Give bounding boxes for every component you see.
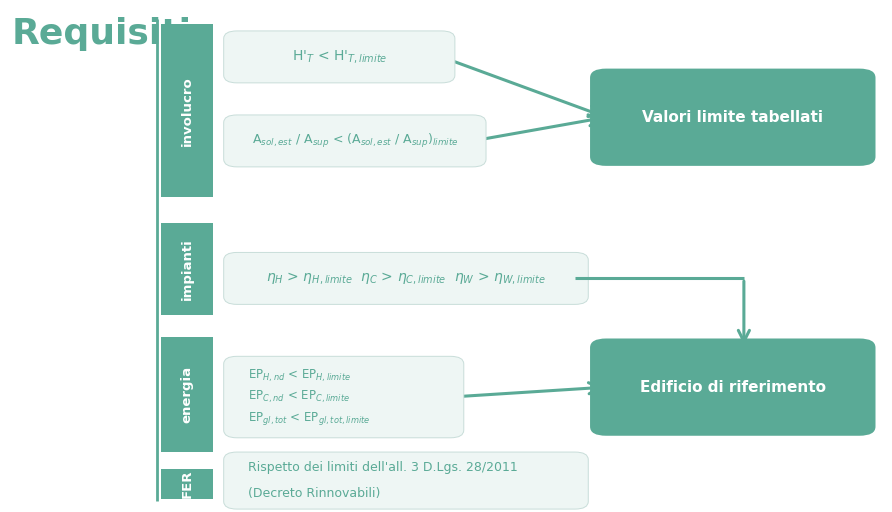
FancyBboxPatch shape xyxy=(590,338,875,436)
Text: FER: FER xyxy=(181,470,194,498)
FancyBboxPatch shape xyxy=(224,115,486,167)
FancyBboxPatch shape xyxy=(161,223,213,314)
Text: energia: energia xyxy=(181,366,194,423)
Text: A$_{sol,est}$ / A$_{sup}$ < (A$_{sol,est}$ / A$_{sup}$)$_{limite}$: A$_{sol,est}$ / A$_{sup}$ < (A$_{sol,est… xyxy=(252,132,458,150)
FancyBboxPatch shape xyxy=(161,469,213,499)
FancyBboxPatch shape xyxy=(161,24,213,198)
Text: involucro: involucro xyxy=(181,76,194,146)
Text: Edificio di riferimento: Edificio di riferimento xyxy=(640,379,826,395)
Text: impianti: impianti xyxy=(181,238,194,300)
FancyBboxPatch shape xyxy=(590,69,875,166)
Text: EP$_{gl, tot}$ < EP$_{gl,tot, limite}$: EP$_{gl, tot}$ < EP$_{gl,tot, limite}$ xyxy=(248,410,370,426)
Text: EP$_{C,nd}$ < EP$_{C,limite}$: EP$_{C,nd}$ < EP$_{C,limite}$ xyxy=(248,389,350,406)
FancyBboxPatch shape xyxy=(224,252,589,304)
Text: Rispetto dei limiti dell'all. 3 D.Lgs. 28/2011: Rispetto dei limiti dell'all. 3 D.Lgs. 2… xyxy=(248,461,517,474)
FancyBboxPatch shape xyxy=(224,452,589,509)
FancyBboxPatch shape xyxy=(224,356,464,438)
Text: EP$_{H,nd}$ < EP$_{H,limite}$: EP$_{H,nd}$ < EP$_{H,limite}$ xyxy=(248,368,351,384)
FancyBboxPatch shape xyxy=(224,31,455,83)
Text: (Decreto Rinnovabili): (Decreto Rinnovabili) xyxy=(248,487,380,500)
Text: H'$_T$ < H'$_{T, limite}$: H'$_T$ < H'$_{T, limite}$ xyxy=(292,49,387,66)
Text: Requisiti: Requisiti xyxy=(12,17,192,51)
FancyBboxPatch shape xyxy=(161,337,213,452)
Text: Valori limite tabellati: Valori limite tabellati xyxy=(642,110,823,125)
Text: $\eta_H$ > $\eta_{H,limite}$  $\eta_C$ > $\eta_{C,limite}$  $\eta_W$ > $\eta_{W,: $\eta_H$ > $\eta_{H,limite}$ $\eta_C$ > … xyxy=(266,270,546,286)
